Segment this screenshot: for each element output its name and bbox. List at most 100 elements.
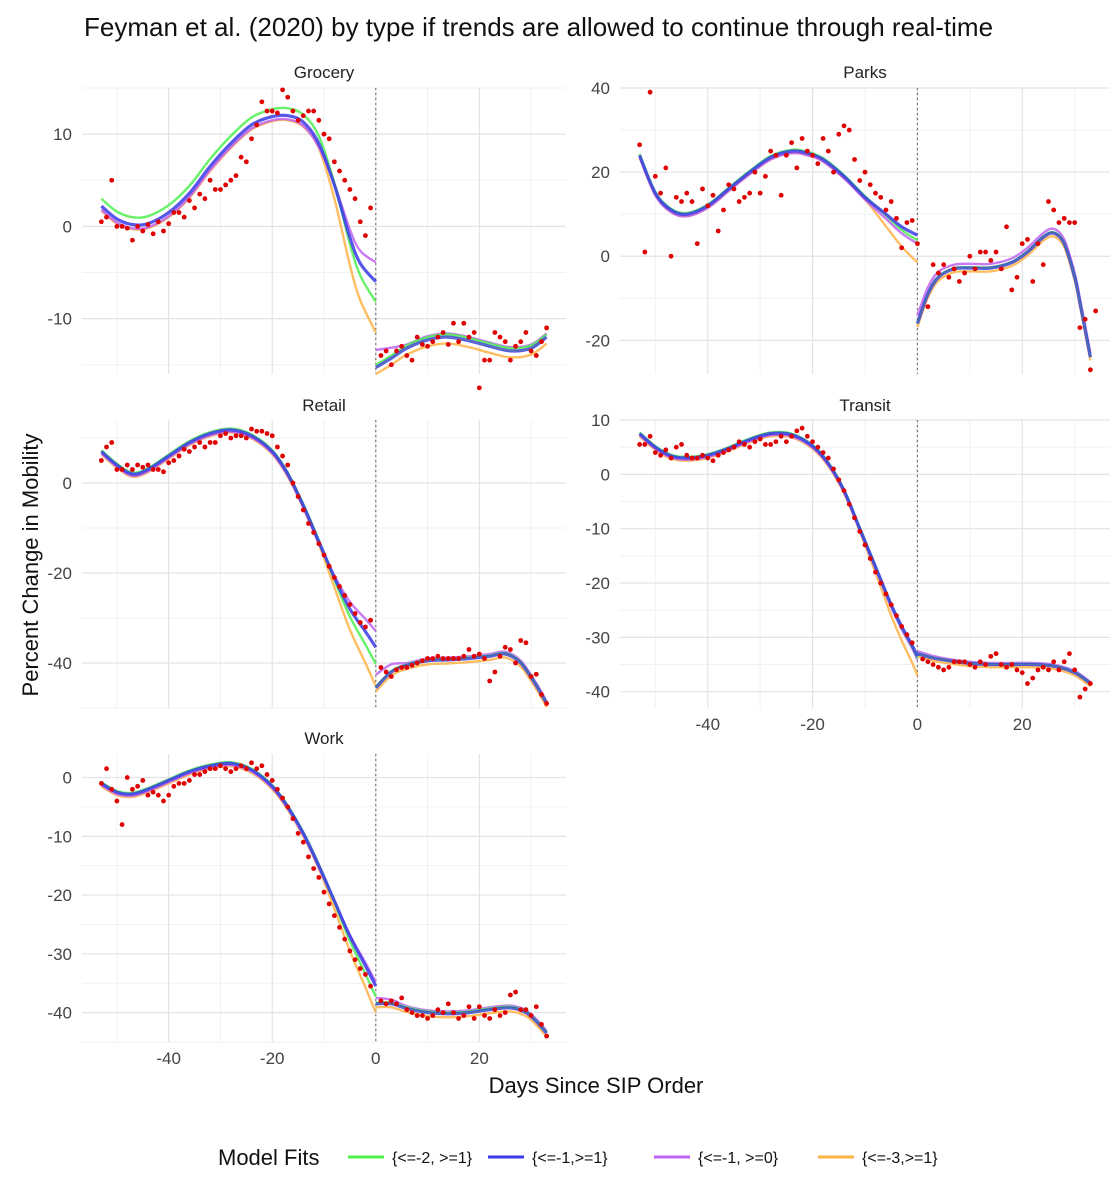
data-point <box>445 656 451 661</box>
data-point <box>983 662 988 667</box>
data-point <box>736 439 742 445</box>
data-point <box>523 640 529 646</box>
data-point <box>935 664 941 670</box>
data-point <box>946 664 952 670</box>
data-point <box>275 444 280 450</box>
y-tick-label: 10 <box>53 125 72 144</box>
y-tick-label: -40 <box>585 683 610 702</box>
data-point <box>487 357 493 363</box>
data-point <box>321 889 327 895</box>
panel-title: Retail <box>302 396 345 415</box>
data-point <box>507 647 513 652</box>
data-point <box>269 108 275 114</box>
data-point <box>280 87 285 93</box>
data-point <box>652 450 658 456</box>
data-point <box>513 343 518 349</box>
data-point <box>757 436 763 442</box>
data-point <box>642 442 648 447</box>
data-point <box>482 1013 487 1018</box>
data-point <box>218 187 223 192</box>
data-point <box>445 342 451 347</box>
data-point <box>544 701 550 706</box>
data-point <box>689 199 695 204</box>
data-point <box>331 913 337 919</box>
data-point <box>518 638 524 643</box>
data-point <box>259 428 265 434</box>
data-point <box>502 644 508 650</box>
data-point <box>326 136 332 142</box>
data-point <box>962 270 967 276</box>
data-point <box>399 665 405 670</box>
data-point <box>482 357 487 363</box>
data-point <box>161 798 166 804</box>
data-point <box>899 245 905 251</box>
data-point <box>176 453 182 459</box>
data-point <box>316 541 322 547</box>
data-point <box>114 223 120 229</box>
data-point <box>166 221 172 227</box>
data-point <box>642 249 648 255</box>
data-point <box>456 339 462 345</box>
data-point <box>857 528 863 534</box>
data-point <box>275 110 280 116</box>
data-point <box>763 442 768 447</box>
data-point <box>941 667 947 673</box>
data-point <box>673 444 679 450</box>
data-point <box>150 467 156 472</box>
data-point <box>846 501 852 507</box>
data-point <box>507 992 513 998</box>
data-point <box>544 325 550 331</box>
data-point <box>1072 220 1078 225</box>
data-point <box>311 866 317 872</box>
data-point <box>363 624 368 630</box>
data-point <box>726 182 732 188</box>
data-point <box>951 266 957 272</box>
data-point <box>1077 325 1083 331</box>
x-tick-label: -40 <box>156 1049 181 1068</box>
fit-line-green-pre <box>100 427 377 665</box>
data-point <box>956 659 962 665</box>
data-point <box>810 152 815 158</box>
y-tick-label: -20 <box>47 886 72 905</box>
data-point <box>502 1010 508 1016</box>
fit-line-blue-post <box>915 231 1092 358</box>
data-point <box>280 453 285 459</box>
data-point <box>430 339 436 345</box>
data-point <box>368 983 373 989</box>
data-point <box>357 966 363 971</box>
data-point <box>337 924 342 930</box>
y-tick-label: -10 <box>585 520 610 539</box>
data-point <box>466 1004 472 1010</box>
data-point <box>440 330 446 335</box>
data-point <box>857 178 863 183</box>
data-point <box>1014 274 1020 280</box>
data-point <box>684 452 690 458</box>
data-point <box>394 667 399 673</box>
data-point <box>1035 667 1041 673</box>
y-tick-label: 0 <box>63 217 72 236</box>
x-tick-label: -20 <box>260 1049 285 1068</box>
data-point <box>700 186 705 192</box>
data-point <box>972 664 978 670</box>
data-point <box>425 1016 430 1021</box>
data-point <box>414 1013 420 1018</box>
data-point <box>207 177 213 183</box>
data-point <box>295 494 301 499</box>
data-point <box>124 775 130 780</box>
data-point <box>705 203 711 209</box>
data-point <box>726 447 732 453</box>
data-point <box>140 464 146 470</box>
data-point <box>388 362 394 368</box>
data-point <box>533 1004 539 1010</box>
data-point <box>290 816 296 822</box>
data-point <box>1019 241 1025 247</box>
data-point <box>507 357 513 363</box>
fit-line-purple-pre <box>100 763 377 983</box>
data-point <box>977 659 983 665</box>
data-point <box>352 611 358 616</box>
data-point <box>295 117 301 123</box>
data-point <box>862 169 868 175</box>
data-point <box>409 662 415 668</box>
data-point <box>972 266 978 272</box>
data-point <box>414 334 420 340</box>
